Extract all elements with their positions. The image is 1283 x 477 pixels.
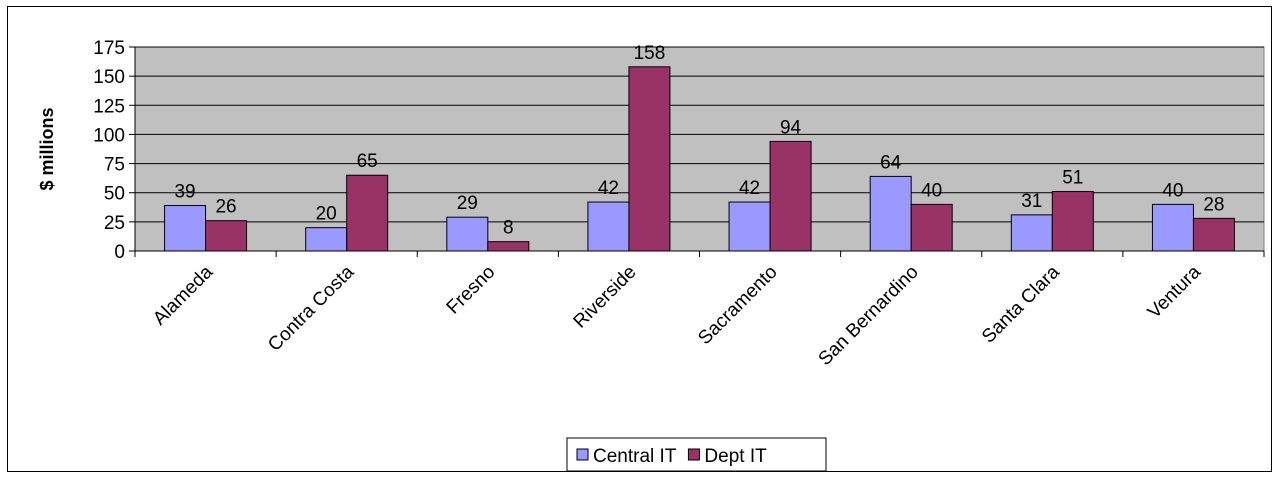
legend: Central IT Dept IT: [567, 438, 826, 471]
data-label: 28: [1203, 194, 1224, 215]
bar-dept-it: [1193, 218, 1234, 251]
bar-dept-it: [911, 204, 952, 251]
plot-area: [135, 47, 1264, 251]
legend-swatch: [577, 449, 588, 460]
bar-central-it: [165, 206, 206, 251]
bar-central-it: [588, 202, 629, 251]
bar-central-it: [306, 228, 347, 251]
bar-dept-it: [1052, 192, 1093, 251]
bar-dept-it: [347, 175, 388, 251]
bar-dept-it: [488, 242, 529, 251]
bar-central-it: [1011, 215, 1052, 251]
data-label: 40: [921, 180, 942, 201]
y-tick-label: 175: [93, 38, 125, 59]
x-tick-label: San Bernardino: [815, 262, 923, 370]
bar-dept-it: [629, 67, 670, 251]
bar-central-it: [447, 217, 488, 251]
x-tick-label: Santa Clara: [978, 261, 1064, 347]
data-label: 39: [174, 182, 195, 203]
y-tick-label: 100: [93, 125, 125, 146]
bar-dept-it: [770, 141, 811, 251]
y-tick-label: 50: [104, 184, 125, 205]
bar-central-it: [870, 176, 911, 251]
bar-central-it: [729, 202, 770, 251]
data-label: 65: [357, 151, 378, 172]
data-label: 31: [1021, 191, 1042, 212]
data-label: 40: [1162, 180, 1183, 201]
data-label: 20: [316, 204, 337, 225]
legend-swatch: [688, 449, 699, 460]
x-tick-label: Ventura: [1144, 261, 1205, 322]
y-tick-label: 125: [93, 96, 125, 117]
y-tick-label: 0: [114, 242, 125, 263]
y-tick-labels: 0 25 50 75 100 125 150 175: [93, 38, 125, 263]
legend-label: Central IT: [593, 446, 677, 467]
y-tick-label: 25: [104, 213, 125, 234]
data-label: 64: [880, 152, 902, 173]
data-label: 158: [634, 43, 666, 64]
x-tick-label: Alameda: [149, 261, 217, 329]
x-tick-label: Riverside: [570, 262, 641, 333]
data-label: 26: [215, 197, 236, 218]
data-label: 29: [457, 193, 478, 214]
x-tick-labels: Alameda Contra Costa Fresno Riverside Sacram…: [149, 261, 1205, 370]
x-tick-label: Sacramento: [694, 262, 781, 349]
y-tick-label: 150: [93, 67, 125, 88]
data-label: 42: [598, 178, 619, 199]
data-label: 8: [503, 218, 514, 239]
bar-central-it: [1152, 204, 1193, 251]
data-label: 42: [739, 178, 760, 199]
y-tick-label: 75: [104, 155, 125, 176]
data-label: 94: [780, 117, 802, 138]
bar-dept-it: [206, 221, 247, 251]
legend-label: Dept IT: [704, 446, 767, 467]
y-axis-title: $ millions: [37, 107, 57, 190]
x-tick-label: Fresno: [443, 262, 500, 319]
data-label: 51: [1062, 168, 1083, 189]
x-tick-label: Contra Costa: [264, 261, 358, 355]
